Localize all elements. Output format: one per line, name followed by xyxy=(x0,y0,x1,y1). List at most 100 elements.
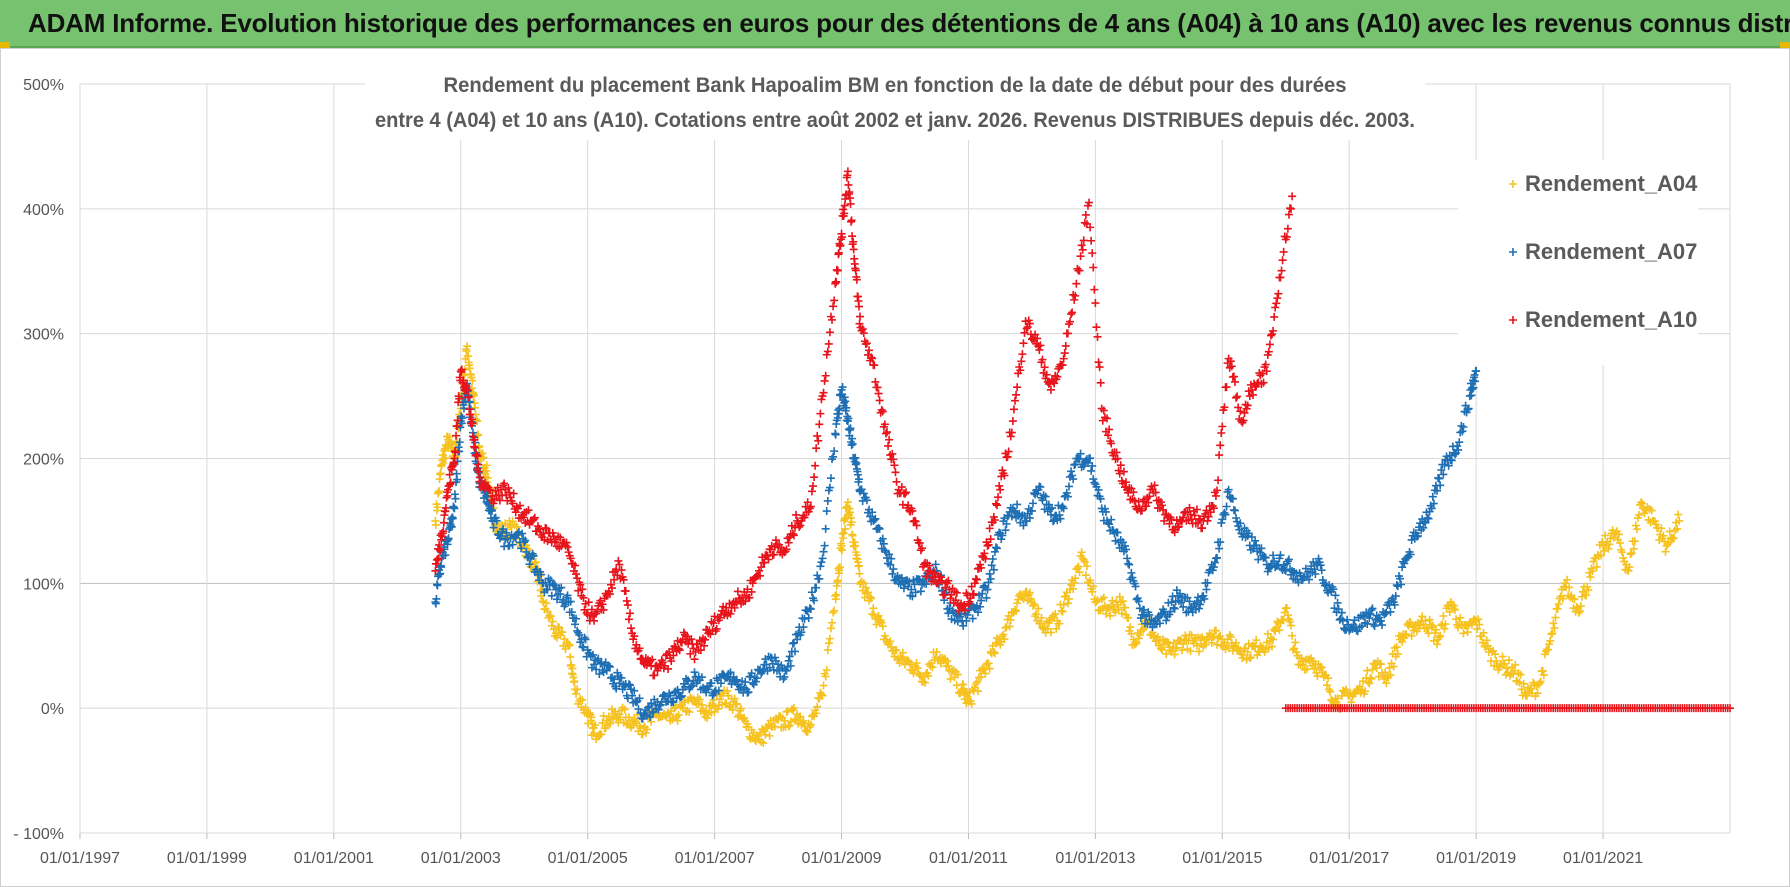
data-point xyxy=(1393,649,1402,658)
data-point xyxy=(843,412,852,421)
data-point xyxy=(1380,674,1389,683)
data-point xyxy=(1017,357,1026,366)
data-point xyxy=(650,695,659,704)
data-point xyxy=(598,600,607,609)
y-tick-label: 200% xyxy=(23,452,64,469)
data-point xyxy=(688,681,697,690)
data-point xyxy=(929,577,938,586)
data-point xyxy=(1059,354,1068,363)
data-point xyxy=(1274,289,1283,298)
data-point xyxy=(579,643,588,652)
data-point xyxy=(840,209,849,218)
data-point xyxy=(1053,372,1062,381)
data-point xyxy=(1428,492,1437,501)
data-point xyxy=(647,717,656,726)
data-point xyxy=(1509,316,1517,324)
data-point xyxy=(614,556,623,565)
data-point xyxy=(1202,585,1211,594)
data-point xyxy=(1533,689,1542,698)
data-point xyxy=(975,673,984,682)
data-point xyxy=(1586,573,1595,582)
data-point xyxy=(849,245,858,254)
data-point xyxy=(1246,380,1255,389)
data-point xyxy=(693,640,702,649)
data-point xyxy=(1159,505,1168,514)
data-point xyxy=(1057,606,1066,615)
data-point xyxy=(1582,591,1591,600)
data-point xyxy=(813,431,822,440)
data-point xyxy=(824,339,833,348)
data-point xyxy=(566,652,575,661)
data-point xyxy=(1396,574,1404,583)
data-point xyxy=(1155,619,1164,628)
data-point xyxy=(832,590,841,599)
legend-label: Rendement_A10 xyxy=(1525,307,1697,332)
data-point xyxy=(1372,664,1381,673)
data-point xyxy=(1038,355,1047,364)
data-point xyxy=(1162,616,1171,625)
data-point xyxy=(587,713,596,722)
data-point xyxy=(1033,489,1042,498)
data-point xyxy=(814,436,823,445)
data-point xyxy=(433,503,442,512)
data-point xyxy=(854,561,863,570)
data-point xyxy=(812,709,821,718)
data-point xyxy=(1007,428,1016,437)
data-point xyxy=(830,296,839,305)
data-point xyxy=(788,529,797,538)
data-point xyxy=(1277,266,1286,275)
data-point xyxy=(1151,488,1160,497)
data-point xyxy=(1565,583,1574,592)
data-point xyxy=(451,448,460,457)
data-point xyxy=(1049,517,1058,526)
data-point xyxy=(474,467,483,476)
data-point xyxy=(448,514,457,523)
data-point xyxy=(1096,494,1105,503)
data-point xyxy=(835,563,844,572)
data-point xyxy=(599,668,608,677)
data-point xyxy=(1286,565,1294,574)
data-point xyxy=(1657,524,1666,533)
data-point xyxy=(980,665,989,674)
data-point xyxy=(981,669,990,678)
data-point xyxy=(1436,481,1445,490)
data-point xyxy=(441,453,450,462)
data-point xyxy=(874,611,883,620)
data-point xyxy=(953,617,962,626)
data-point xyxy=(822,665,831,674)
data-point xyxy=(997,535,1006,544)
data-point xyxy=(1216,538,1225,547)
data-point xyxy=(791,647,799,656)
data-point xyxy=(852,275,861,284)
data-point xyxy=(669,651,678,660)
data-point xyxy=(1314,554,1323,563)
data-point xyxy=(756,571,765,580)
data-point xyxy=(844,414,853,423)
data-point xyxy=(828,618,837,627)
data-point xyxy=(897,573,906,582)
data-point xyxy=(543,607,552,616)
data-point xyxy=(1190,511,1199,520)
data-point xyxy=(821,371,830,380)
data-point xyxy=(1424,514,1433,523)
data-point xyxy=(1619,553,1628,562)
data-point xyxy=(1575,607,1584,616)
data-point xyxy=(556,589,565,598)
data-point xyxy=(985,569,994,578)
data-point xyxy=(1118,597,1127,606)
data-point xyxy=(1310,664,1319,673)
data-point xyxy=(1121,541,1129,550)
data-point xyxy=(578,585,587,594)
data-point xyxy=(676,702,685,711)
data-point xyxy=(436,569,445,578)
data-point xyxy=(697,700,706,709)
data-point xyxy=(1627,549,1636,558)
data-point xyxy=(879,539,888,548)
data-point xyxy=(816,562,825,571)
data-point xyxy=(1232,514,1241,523)
y-tick-label: 400% xyxy=(23,202,64,219)
data-point xyxy=(1140,624,1149,633)
data-point xyxy=(844,180,853,189)
data-point xyxy=(817,395,826,404)
data-point xyxy=(1083,201,1092,210)
